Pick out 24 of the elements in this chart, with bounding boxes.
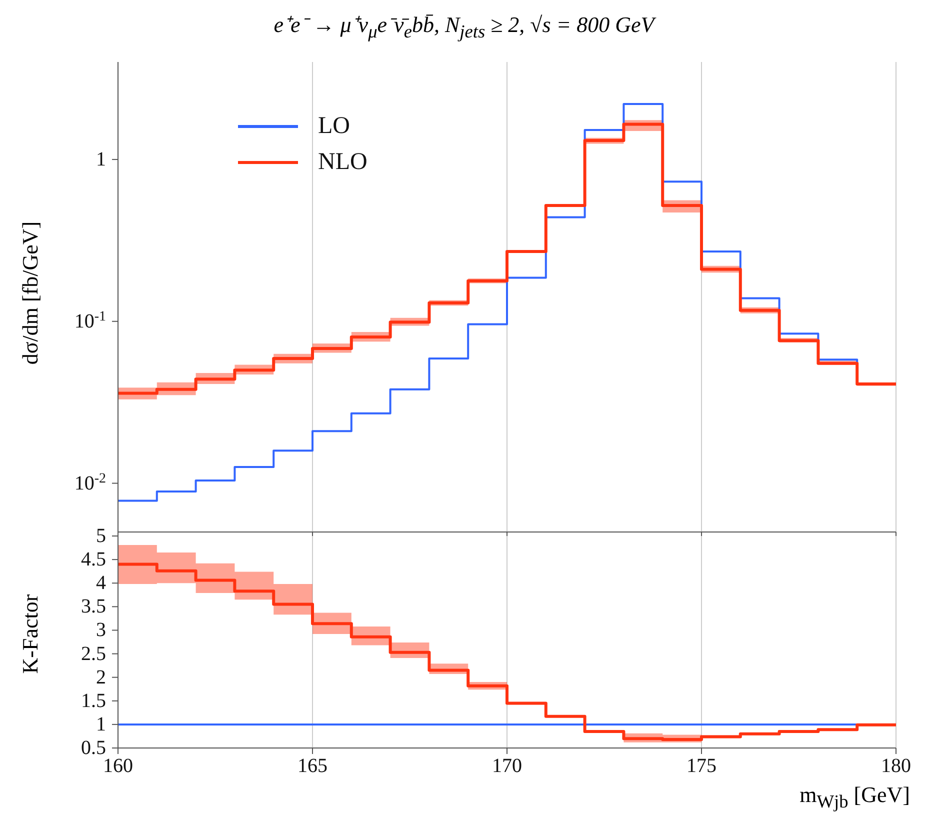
y-tick-label: 4 — [96, 572, 106, 594]
y-tick-label: 1.5 — [81, 690, 106, 712]
x-tick-label: 170 — [492, 755, 522, 777]
y-tick-label: 4.5 — [81, 548, 106, 571]
legend-label: NLO — [318, 148, 368, 176]
y-tick-label: 3 — [96, 619, 106, 642]
y-axis-title: K-Factor — [18, 594, 44, 674]
y-tick-label: 1 — [96, 713, 106, 736]
x-tick-label: 165 — [298, 755, 328, 777]
chart-title: e⁺e⁻ → μ⁺ν$_{μ}$e⁻ν̄$_{e}$bb̄, N$_{jets}$ ≥ 2, √s = 800 GeV — [272, 11, 658, 42]
y-tick-label: 2.5 — [81, 642, 106, 665]
y-tick-label: 10$^{-1}$ — [74, 308, 106, 332]
y-tick-label: 2 — [96, 666, 106, 688]
x-tick-label: 175 — [686, 755, 716, 777]
y-tick-label: 0.5 — [81, 737, 106, 759]
x-tick-label: 180 — [881, 755, 911, 777]
y-tick-label: 1 — [96, 148, 106, 170]
x-axis-title: m$_{Wjb}$ [GeV] — [800, 782, 910, 812]
y-axis-title: dσ/dm [fb/GeV] — [18, 221, 44, 365]
legend-label: LO — [318, 112, 350, 140]
y-tick-label: 10$^{-2}$ — [74, 470, 106, 494]
y-tick-label: 5 — [96, 525, 106, 547]
x-tick-label: 160 — [103, 755, 133, 777]
y-tick-label: 3.5 — [81, 596, 106, 618]
